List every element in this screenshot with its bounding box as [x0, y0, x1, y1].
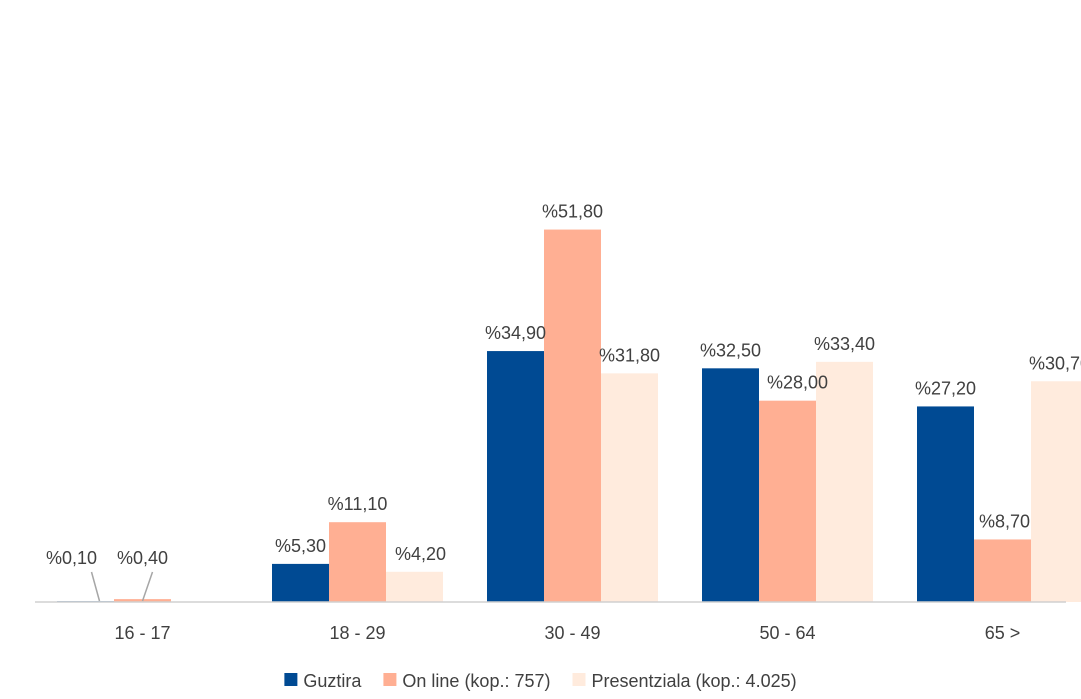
legend-label-3: Presentziala (kop.: 4.025)	[591, 671, 796, 691]
bar-2-5	[974, 539, 1031, 602]
legend-swatch-1	[284, 673, 298, 686]
data-label-1-2: %5,30	[275, 536, 326, 556]
bar-1-4	[702, 368, 759, 602]
data-label-1-4: %32,50	[700, 340, 761, 360]
data-label-2-1: %0,40	[117, 548, 168, 568]
data-label-3-2: %4,20	[395, 544, 446, 564]
x-tick-label-1: 16 - 17	[114, 623, 170, 643]
legend: Guztira On line (kop.: 757) Presentziala (…	[284, 671, 797, 691]
data-labels-layer: %0,10 %0,40 %5,30 %11,10 %4,20 %34,90 %51,80 %3…	[46, 202, 1081, 568]
bar-3-4	[816, 361, 873, 602]
legend-label-2: On line (kop.: 757)	[402, 671, 550, 691]
data-label-2-5: %8,70	[979, 511, 1030, 531]
data-label-3-4: %33,40	[814, 334, 875, 354]
bar-2-3	[544, 229, 601, 603]
x-tick-label-5: 65 >	[985, 623, 1021, 643]
x-tick-label-2: 18 - 29	[329, 623, 385, 643]
leader-line-2-1	[141, 571, 154, 602]
data-label-1-3: %34,90	[485, 323, 546, 343]
x-tick-label-4: 50 - 64	[759, 623, 815, 643]
data-label-2-3: %51,80	[542, 202, 603, 222]
leader-lines-layer	[90, 571, 154, 602]
bar-3-3	[601, 373, 658, 602]
bar-2-4	[759, 400, 816, 602]
legend-swatch-3	[572, 673, 586, 686]
bar-3-2	[386, 571, 443, 602]
x-tick-labels: 16 - 17 18 - 29 30 - 49 50 - 64 65 >	[114, 623, 1020, 643]
data-label-3-3: %31,80	[599, 345, 660, 365]
leader-line-1-1	[90, 571, 101, 602]
bar-3-5	[1031, 381, 1081, 602]
data-label-3-5: %30,70	[1029, 353, 1081, 373]
bar-1-5	[917, 406, 974, 602]
bar-2-2	[329, 522, 386, 602]
data-label-2-2: %11,10	[328, 494, 388, 514]
data-label-2-4: %28,00	[767, 373, 828, 393]
bar-1-2	[272, 563, 329, 602]
bar-1-3	[487, 351, 544, 602]
data-label-1-1: %0,10	[46, 548, 97, 568]
data-label-1-5: %27,20	[915, 378, 976, 398]
legend-label-1: Guztira	[303, 671, 362, 691]
legend-swatch-2	[383, 673, 397, 686]
x-tick-label-3: 30 - 49	[544, 623, 600, 643]
bars-layer	[57, 229, 1081, 603]
